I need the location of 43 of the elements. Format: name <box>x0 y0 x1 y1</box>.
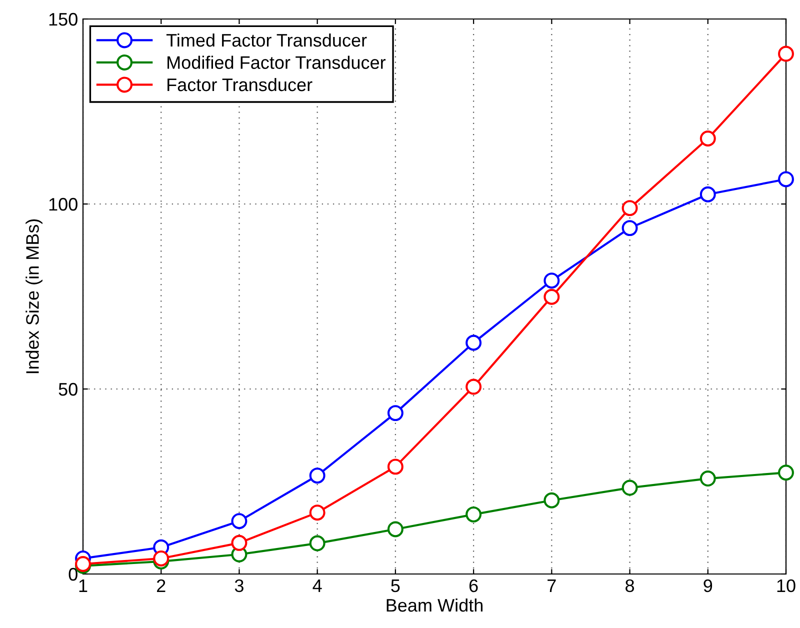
point <box>309 535 326 552</box>
point <box>778 46 794 62</box>
point <box>544 272 560 289</box>
x-axis-title: Beam Width <box>386 598 482 612</box>
y-axis-title: Index Size (in MBs) <box>26 219 42 374</box>
point <box>544 492 560 508</box>
y-tick-label: 100 <box>49 198 78 211</box>
x-tick-label: 10 <box>777 579 796 592</box>
point <box>700 130 716 146</box>
point <box>387 458 404 475</box>
point <box>778 171 794 188</box>
legend-label: Factor Transducer <box>168 78 312 92</box>
point <box>387 521 404 538</box>
x-tick-label: 5 <box>391 580 400 592</box>
point <box>466 378 482 395</box>
point <box>309 504 326 521</box>
point <box>700 186 716 202</box>
x-tick-label: 3 <box>234 579 244 592</box>
point <box>622 200 638 216</box>
point <box>309 468 326 484</box>
y-tick-label: 0 <box>68 568 78 581</box>
legend-label: Modified Factor Transducer <box>168 56 386 69</box>
x-tick-label: 8 <box>626 579 634 592</box>
y-tick-label: 150 <box>49 12 78 26</box>
x-tick-label: 6 <box>469 579 478 592</box>
point <box>231 534 248 551</box>
point <box>466 334 482 351</box>
point <box>544 288 560 305</box>
point <box>153 550 170 566</box>
x-tick-label: 2 <box>157 579 166 592</box>
point <box>387 405 404 422</box>
x-tick-label: 7 <box>548 580 556 592</box>
legend-label: Timed Factor Transducer <box>166 33 367 47</box>
point <box>622 480 638 496</box>
point <box>622 220 638 236</box>
point <box>466 506 482 522</box>
point <box>700 470 716 487</box>
x-tick-label: 4 <box>312 580 322 592</box>
x-tick-label: 9 <box>704 579 712 592</box>
point <box>231 513 248 530</box>
x-tick-label: 1 <box>79 580 88 592</box>
point <box>778 464 794 481</box>
y-tick-label: 50 <box>58 382 78 396</box>
